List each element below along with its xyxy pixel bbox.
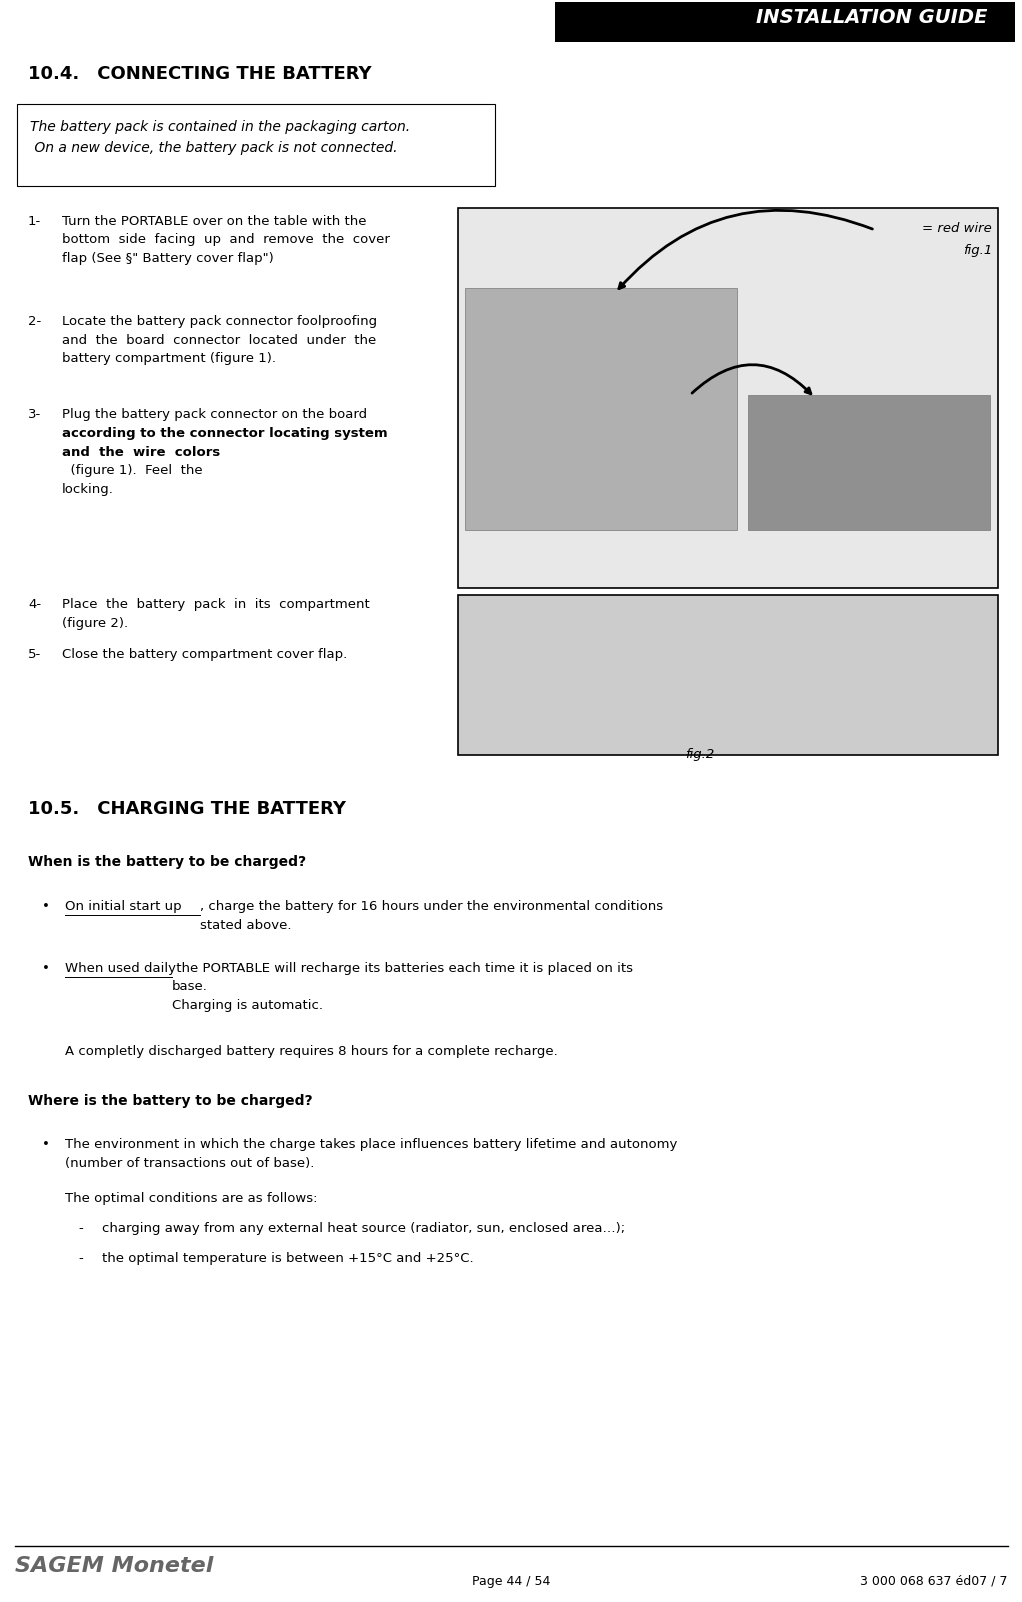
Text: Close the battery compartment cover flap.: Close the battery compartment cover flap… [62,647,347,662]
Text: On initial start up: On initial start up [65,900,182,913]
Text: •: • [42,1137,50,1150]
Text: fig.1: fig.1 [963,244,992,256]
FancyBboxPatch shape [17,104,495,186]
Text: Plug the battery pack connector on the board: Plug the battery pack connector on the b… [62,409,367,421]
Text: 4-: 4- [28,598,41,610]
Text: Locate the battery pack connector foolproofing
and  the  board  connector  locat: Locate the battery pack connector foolpr… [62,316,377,365]
Text: 3-: 3- [28,409,41,421]
Text: Place  the  battery  pack  in  its  compartment
(figure 2).: Place the battery pack in its compartmen… [62,598,370,630]
Text: Turn the PORTABLE over on the table with the
bottom  side  facing  up  and  remo: Turn the PORTABLE over on the table with… [62,215,389,264]
Text: charging away from any external heat source (radiator, sun, enclosed area…);: charging away from any external heat sou… [102,1222,625,1235]
Text: 1-: 1- [28,215,41,227]
Text: 3 000 068 637 éd07 / 7: 3 000 068 637 éd07 / 7 [861,1575,1008,1588]
Text: •: • [42,900,50,913]
Text: Page 44 / 54: Page 44 / 54 [472,1575,550,1588]
Text: The environment in which the charge takes place influences battery lifetime and : The environment in which the charge take… [65,1137,678,1169]
Text: 10.4. CONNECTING THE BATTERY: 10.4. CONNECTING THE BATTERY [28,66,372,83]
Text: When used daily: When used daily [65,961,176,976]
Text: SAGEM Monetel: SAGEM Monetel [15,1556,214,1576]
Text: The battery pack is contained in the packaging carton.
 On a new device, the bat: The battery pack is contained in the pac… [30,120,410,155]
Text: 5-: 5- [28,647,41,662]
Bar [458,208,998,588]
Text: A completly discharged battery requires 8 hours for a complete recharge.: A completly discharged battery requires … [65,1045,558,1057]
Bar [555,2,1015,42]
Text: The optimal conditions are as follows:: The optimal conditions are as follows: [65,1192,318,1205]
Text: 10.5. CHARGING THE BATTERY: 10.5. CHARGING THE BATTERY [28,799,346,819]
Text: -: - [78,1253,83,1266]
Text: = red wire: = red wire [922,223,992,235]
Text: , charge the battery for 16 hours under the environmental conditions
stated abov: , charge the battery for 16 hours under … [200,900,663,931]
Text: the optimal temperature is between +15°C and +25°C.: the optimal temperature is between +15°C… [102,1253,473,1266]
Text: Where is the battery to be charged?: Where is the battery to be charged? [28,1094,313,1109]
Text: 2-: 2- [28,316,41,328]
Text: (figure 1).  Feel  the
locking.: (figure 1). Feel the locking. [62,465,202,495]
Text: •: • [42,961,50,976]
Text: fig.2: fig.2 [686,748,714,761]
Bar [465,288,737,530]
Text: INSTALLATION GUIDE: INSTALLATION GUIDE [756,8,988,27]
Text: When is the battery to be charged?: When is the battery to be charged? [28,855,307,868]
Text: the PORTABLE will recharge its batteries each time it is placed on its
base.
Cha: the PORTABLE will recharge its batteries… [172,961,633,1012]
Text: -: - [78,1222,83,1235]
Text: according to the connector locating system
and  the  wire  colors: according to the connector locating syst… [62,428,387,458]
Bar [748,396,990,530]
Bar [458,594,998,755]
